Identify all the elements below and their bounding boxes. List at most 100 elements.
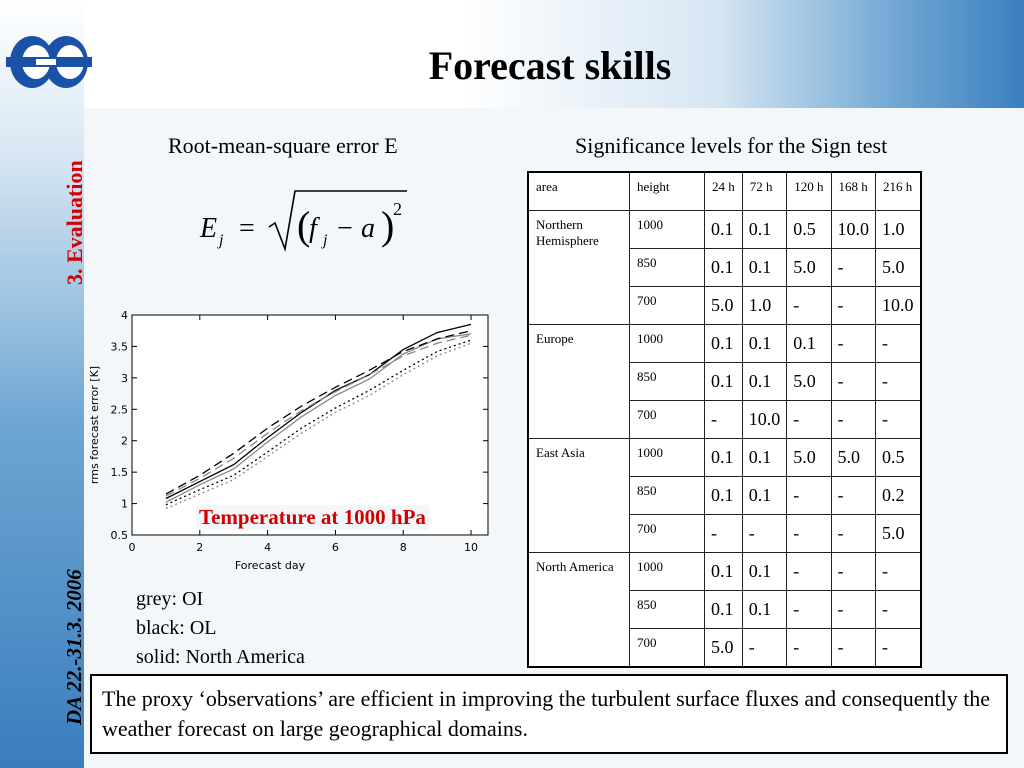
height-cell: 1000 xyxy=(629,324,705,363)
significance-value: 5.0 xyxy=(786,248,832,287)
significance-value: - xyxy=(875,362,921,401)
height-cell: 1000 xyxy=(629,552,705,591)
svg-text:(: ( xyxy=(297,203,310,248)
formula-lhs-sub: j xyxy=(217,232,224,249)
significance-table: area height 24 h 72 h 120 h 168 h 216 h Norther… xyxy=(527,171,922,668)
x-tick-label: 0 xyxy=(129,541,136,554)
x-axis-label: Forecast day xyxy=(235,559,306,572)
table-row: 700 5.0 1.0- -10.0 xyxy=(528,286,921,325)
rmse-caption: Root-mean-square error E xyxy=(168,133,398,158)
series-line-3 xyxy=(165,334,472,497)
significance-value: 0.1 xyxy=(704,476,743,515)
formula-exponent: 2 xyxy=(393,199,402,219)
formula-lhs: E xyxy=(199,213,217,244)
significance-value: - xyxy=(875,324,921,363)
significance-value: - xyxy=(830,590,876,629)
table-header-cell: height xyxy=(629,171,705,211)
section-label: 3. Evaluation xyxy=(62,160,87,285)
slide-title: Forecast skills xyxy=(428,43,672,88)
series-line-5 xyxy=(165,342,472,510)
significance-value: 1.0 xyxy=(875,210,921,249)
significance-value: 5.0 xyxy=(875,514,921,553)
significance-value: 0.1 xyxy=(704,362,743,401)
svg-text:): ) xyxy=(381,203,394,248)
significance-value: 0.1 xyxy=(704,438,743,477)
height-cell: 1000 xyxy=(629,438,705,477)
table-row: 700-10.0- - - xyxy=(528,400,921,439)
significance-value: 0.1 xyxy=(741,476,788,515)
significance-value: - xyxy=(875,590,921,629)
table-header-cell: area xyxy=(527,171,630,211)
area-cell: Europe xyxy=(527,324,630,439)
height-cell: 850 xyxy=(629,590,705,629)
table-row: Northern Hemisphere 1000 0.1 0.1 0.5 10.0 1.0 xyxy=(527,210,921,325)
significance-value: 0.1 xyxy=(741,210,788,249)
significance-value: - xyxy=(786,552,832,591)
table-header-cell: 72 h xyxy=(741,171,788,211)
y-axis-label: rms forecast error [K] xyxy=(88,366,101,484)
header-band xyxy=(0,0,1024,108)
significance-value: 0.2 xyxy=(875,476,921,515)
y-tick-label: 1.5 xyxy=(111,466,129,479)
significance-value: 0.1 xyxy=(704,324,743,363)
table-row: 850 0.1 0.1- -0.2 xyxy=(528,476,921,515)
height-cell: 700 xyxy=(629,286,705,325)
x-tick-label: 6 xyxy=(332,541,339,554)
significance-value: 10.0 xyxy=(741,400,788,439)
height-cell: 1000 xyxy=(629,210,705,249)
table-row: 700 5.0- - - - xyxy=(528,628,921,668)
table-header-cell: 168 h xyxy=(830,171,876,211)
significance-value: - xyxy=(786,400,832,439)
significance-value: 5.0 xyxy=(704,286,743,325)
height-cell: 850 xyxy=(629,248,705,287)
y-tick-label: 3.5 xyxy=(111,340,129,353)
significance-value: 5.0 xyxy=(786,362,832,401)
area-cell: North America xyxy=(527,552,630,668)
height-cell: 850 xyxy=(629,362,705,401)
x-tick-label: 8 xyxy=(400,541,407,554)
y-tick-label: 2.5 xyxy=(111,403,129,416)
significance-value: - xyxy=(786,476,832,515)
y-tick-label: 2 xyxy=(121,435,128,448)
significance-value: - xyxy=(830,286,876,325)
significance-value: - xyxy=(875,552,921,591)
significance-value: 10.0 xyxy=(875,286,921,325)
significance-value: - xyxy=(830,362,876,401)
chart-annotation: Temperature at 1000 hPa xyxy=(196,505,429,530)
series-line-1 xyxy=(165,333,472,503)
significance-value: - xyxy=(704,400,743,439)
significance-value: - xyxy=(830,552,876,591)
significance-value: - xyxy=(830,248,876,287)
formula-f: f xyxy=(309,213,320,244)
legend-black: black: OL xyxy=(136,617,217,639)
significance-value: - xyxy=(875,400,921,439)
significance-value: 0.1 xyxy=(741,590,788,629)
table-row: 850 0.1 0.1 5.0- - xyxy=(528,362,921,401)
significance-value: - xyxy=(704,514,743,553)
series-line-4 xyxy=(165,339,472,506)
side-band xyxy=(0,0,84,768)
significance-value: 10.0 xyxy=(830,210,876,249)
area-cell: Northern Hemisphere xyxy=(527,210,630,325)
area-cell: East Asia xyxy=(527,438,630,553)
series-line-2 xyxy=(165,330,472,495)
legend-solid: solid: North America xyxy=(136,646,305,668)
significance-value: 1.0 xyxy=(741,286,788,325)
significance-value: 5.0 xyxy=(704,628,743,668)
y-tick-label: 4 xyxy=(121,309,128,322)
significance-value: - xyxy=(786,628,832,668)
significance-value: - xyxy=(741,514,788,553)
y-tick-label: 3 xyxy=(121,372,128,385)
significance-value: 0.5 xyxy=(875,438,921,477)
significance-value: - xyxy=(830,628,876,668)
height-cell: 700 xyxy=(629,400,705,439)
y-tick-label: 1 xyxy=(121,498,128,511)
rms-error-chart: 0 2 4 6 8 10 0.5 1 1.5 2 2.5 3 3.5 4 Forecast day rms f… xyxy=(88,309,489,572)
formula-minus: − xyxy=(337,213,353,244)
formula-a: a xyxy=(361,213,375,244)
table-header-cell: 120 h xyxy=(786,171,832,211)
table-row: 850 0.1 0.1 5.0-5.0 xyxy=(528,248,921,287)
sign-test-caption: Significance levels for the Sign test xyxy=(575,133,888,158)
table-header-row: area height 24 h 72 h 120 h 168 h 216 h xyxy=(527,171,921,211)
table-header-cell: 216 h xyxy=(875,171,921,211)
